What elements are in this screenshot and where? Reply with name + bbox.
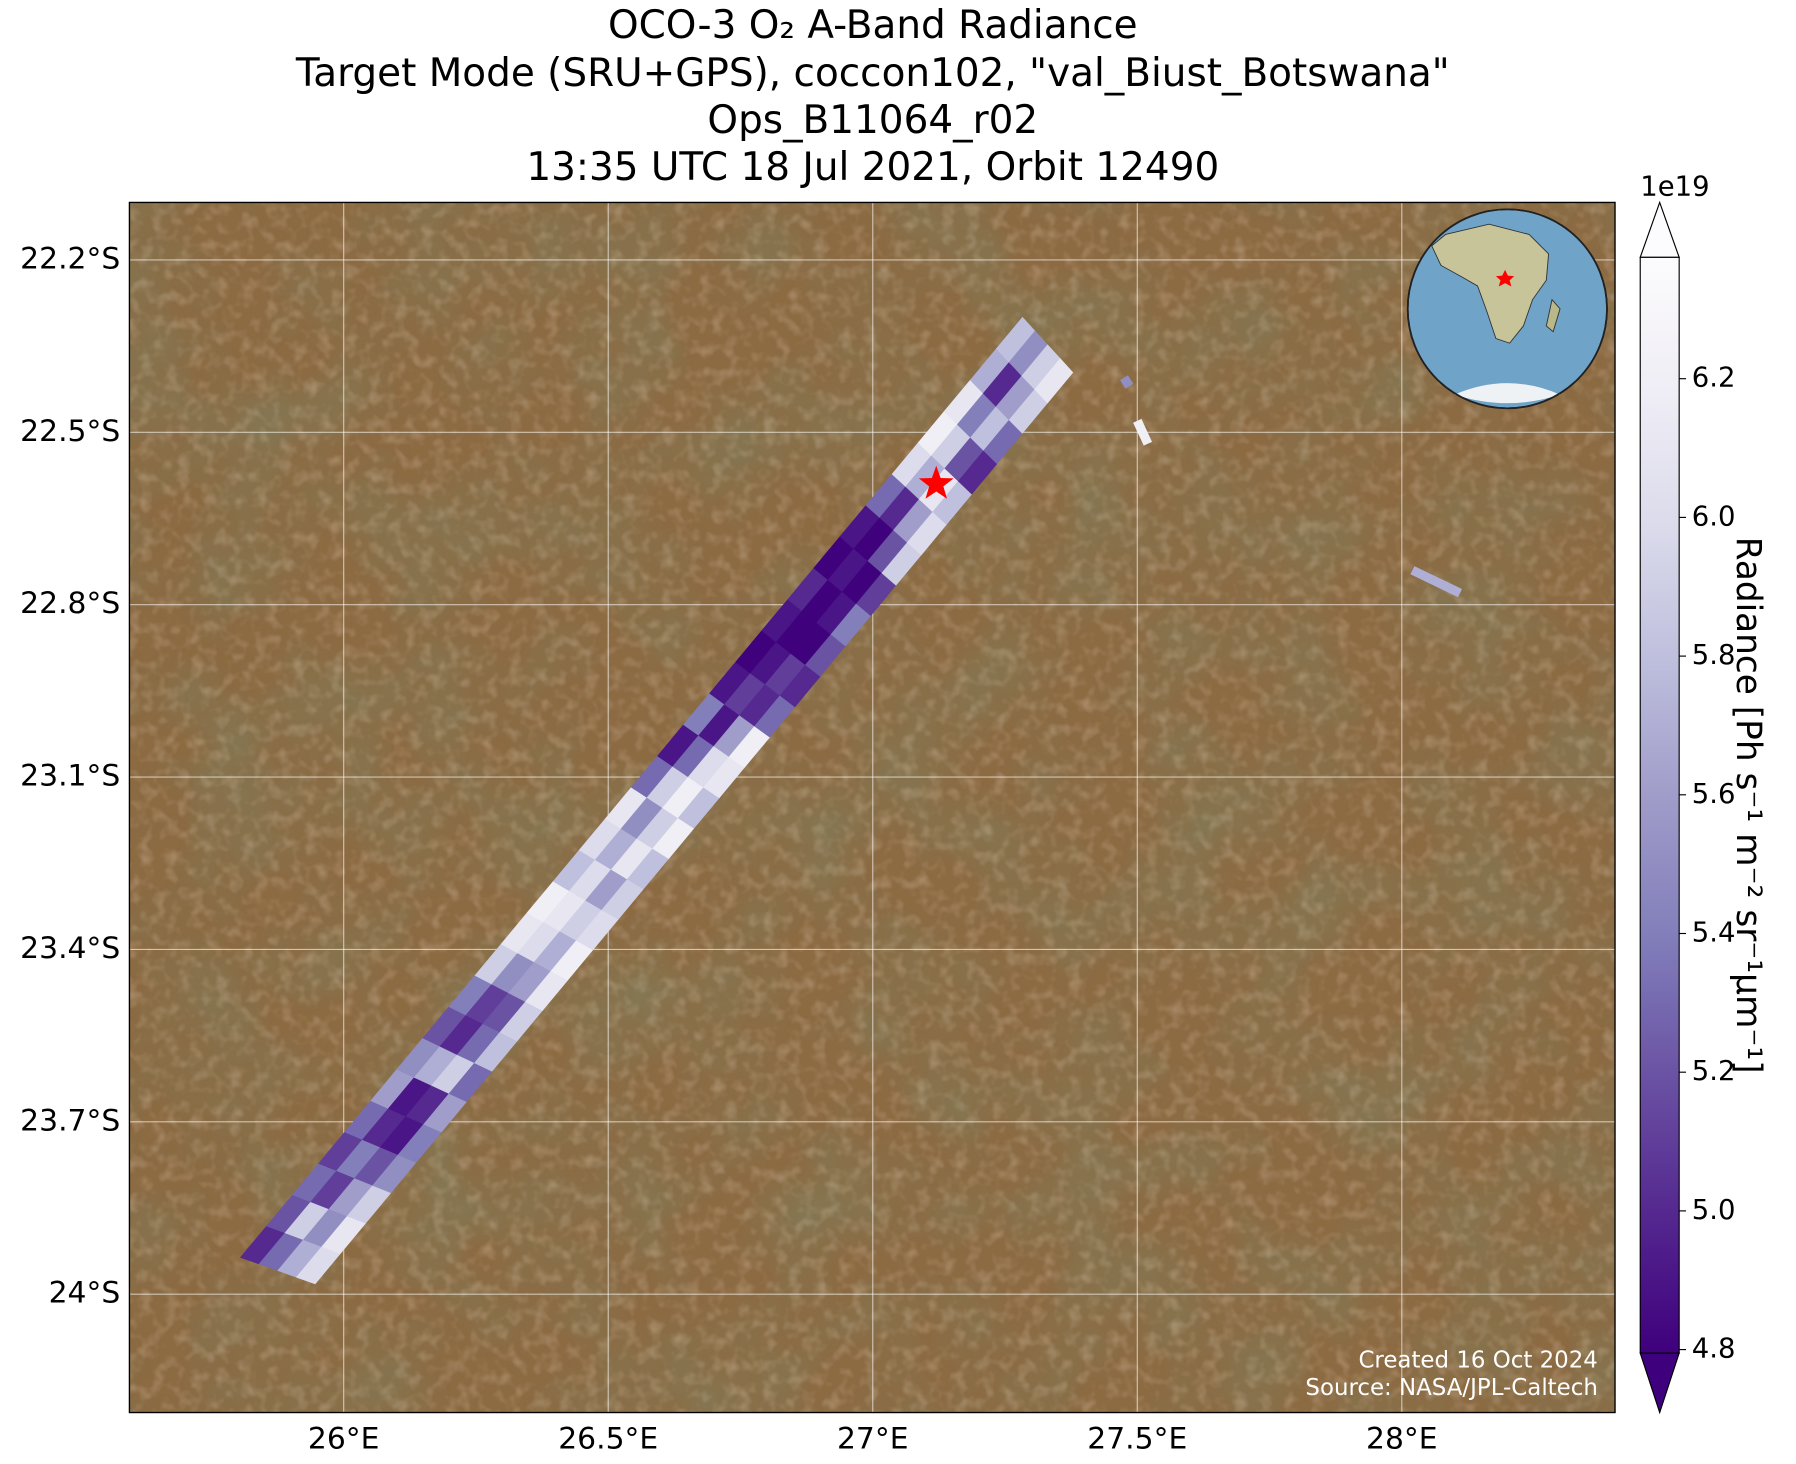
globe-antarctica: [1454, 383, 1561, 404]
colorbar: 1e19 Radiance [Ph s⁻¹ m⁻² sr⁻¹μm⁻¹] 4.8 5…: [1639, 172, 1768, 1415]
colorbar-exponent: 1e19: [1640, 172, 1709, 203]
colorbar-extend-top: [1639, 200, 1680, 258]
swath-fragment: [1133, 418, 1153, 446]
credit: Created 16 Oct 2024: [1358, 1348, 1597, 1374]
y-tick-label: 23.4°S: [20, 931, 120, 966]
x-tick-label: 26°E: [308, 1421, 380, 1456]
colorbar-tick-label: 6.0: [1692, 501, 1736, 532]
colorbar-tick-label: 4.8: [1692, 1334, 1736, 1365]
colorbar-tick-label: 5.4: [1692, 918, 1736, 949]
colorbar-tick-label: 5.0: [1692, 1195, 1736, 1226]
colorbar-tick-label: 5.2: [1692, 1056, 1736, 1087]
y-tick-label: 22.2°S: [20, 241, 120, 276]
swath-fragment: [1410, 566, 1463, 598]
x-tick-label: 27.5°E: [1087, 1421, 1187, 1456]
globe-inset: [1406, 208, 1608, 410]
x-tick-label: 26.5°E: [558, 1421, 658, 1456]
title-line: Ops_B11064_r02: [707, 98, 1038, 143]
y-tick-label: 23.7°S: [20, 1103, 120, 1138]
title-line: OCO-3 O₂ A-Band Radiance: [608, 3, 1138, 48]
y-tick-label: 22.8°S: [20, 586, 120, 621]
swath-cell: [1034, 358, 1074, 404]
title-line: 13:35 UTC 18 Jul 2021, Orbit 12490: [526, 145, 1219, 190]
title-line: Target Mode (SRU+GPS), coccon102, "val_B…: [295, 51, 1450, 96]
credit: Source: NASA/JPL-Caltech: [1305, 1375, 1597, 1401]
titles: OCO-3 O₂ A-Band Radiance Target Mode (SR…: [295, 3, 1450, 190]
colorbar-tick-label: 5.8: [1692, 640, 1736, 671]
ticks: 26°E 26.5°E 27°E 27.5°E 28°E 22.2°S 22.5°S 22.8…: [20, 241, 1437, 1456]
colorbar-tick-label: 5.6: [1692, 779, 1736, 810]
site-marker: [918, 465, 954, 499]
colorbar-label: Radiance [Ph s⁻¹ m⁻² sr⁻¹μm⁻¹]: [1728, 537, 1768, 1074]
globe-site-marker: [1495, 269, 1515, 287]
y-tick-label: 23.1°S: [20, 759, 120, 794]
x-tick-label: 28°E: [1366, 1421, 1438, 1456]
y-tick-label: 24°S: [49, 1276, 121, 1311]
globe-madagascar: [1545, 298, 1561, 333]
globe-africa: [1431, 223, 1550, 344]
map-frame: [128, 201, 1616, 1414]
colorbar-extend-bottom: [1639, 1352, 1680, 1415]
colorbar-body: [1639, 256, 1680, 1354]
colorbar-tick-label: 6.2: [1692, 363, 1736, 394]
swath: [239, 316, 1463, 1285]
globe-outline: [1406, 208, 1608, 410]
y-tick-label: 22.5°S: [20, 414, 120, 449]
x-tick-label: 27°E: [837, 1421, 909, 1456]
swath-fragment: [1120, 375, 1134, 389]
